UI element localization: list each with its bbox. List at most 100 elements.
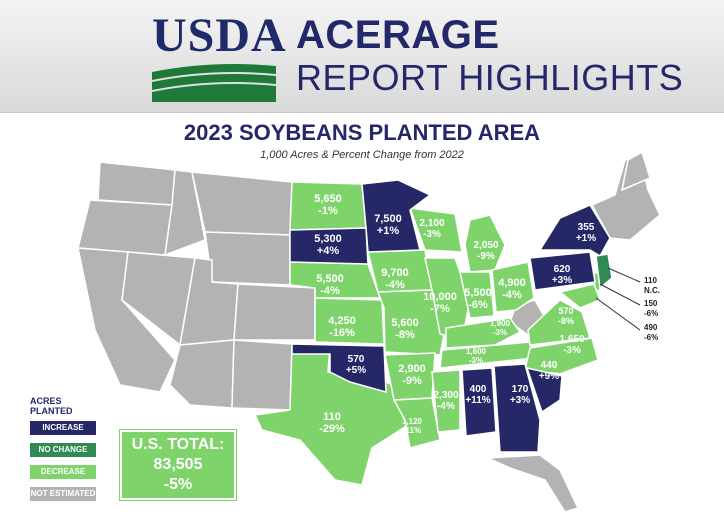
label-kansas-value: 4,250 (328, 315, 356, 327)
report-title: ACERAGE (296, 13, 500, 57)
legend-increase: INCREASE (30, 421, 96, 435)
label-iowa-value: 9,700 (381, 267, 409, 279)
label-north-carolina-value: 1,650 (559, 334, 584, 345)
state-louisiana (392, 397, 441, 449)
report-subtitle: REPORT HIGHLIGHTS (296, 57, 684, 98)
label-illinois-value: 10,000 (423, 291, 457, 303)
state-kentucky (445, 317, 522, 349)
label-south-dakota-value: 5,300 (314, 233, 342, 245)
label-texas-change: -29% (319, 423, 345, 435)
label-minnesota-change: +1% (377, 225, 400, 237)
label-south-dakota-change: +4% (317, 245, 340, 257)
increase-states (289, 179, 611, 453)
label-iowa-change: -4% (385, 279, 405, 291)
label-wisconsin-value: 2,100 (419, 218, 444, 229)
label-minnesota-value: 7,500 (374, 213, 402, 225)
label-arkansas-change: -9% (402, 375, 422, 387)
state-oregon (77, 199, 173, 256)
usda-logo: USDA (152, 9, 287, 102)
label-louisiana-change: -11% (403, 426, 421, 435)
state-kansas (314, 297, 385, 345)
label-indiana-change: -6% (468, 299, 488, 311)
legend-title: ACRES PLANTED (30, 396, 73, 416)
label-oklahoma-change: +5% (346, 365, 366, 376)
callout-md-value: 490 (644, 323, 658, 332)
state-arizona (169, 339, 235, 409)
state-south-carolina (525, 366, 563, 414)
label-mississippi-value: 2,300 (433, 390, 458, 401)
label-missouri-change: -8% (395, 329, 415, 341)
label-wisconsin-change: -3% (423, 229, 441, 240)
state-new-mexico (231, 339, 293, 411)
no-change-states (595, 253, 613, 290)
label-texas-value: 110 (323, 411, 341, 423)
state-south-dakota (289, 227, 369, 265)
state-alabama (461, 367, 497, 437)
state-labels: 5,650-1%7,500+1%5,300+4%2,100-3%2,050-9%… (314, 193, 596, 435)
label-north-carolina-change: -3% (563, 345, 581, 356)
state-oklahoma (291, 343, 387, 393)
label-louisiana-value: 1,120 (402, 417, 423, 426)
callout-de-value: 150 (644, 299, 658, 308)
map-title: 2023 SOYBEANS PLANTED AREA (183, 120, 541, 145)
label-pennsylvania-change: +3% (552, 275, 572, 286)
legend: ACRES PLANTED INCREASE NO CHANGE DECREAS… (30, 396, 96, 509)
label-kentucky-change: -3% (493, 328, 507, 337)
label-virginia-change: -8% (558, 316, 574, 326)
label-georgia-value: 170 (512, 384, 529, 395)
callout-labels: 110 N.C. 150 -6% 490 -6% (644, 276, 660, 342)
state-idaho (164, 169, 206, 257)
us-total-box: U.S. TOTAL: 83,505 -5% (120, 430, 236, 500)
us-total-value: 83,505 (153, 456, 203, 473)
callout-nj-change: N.C. (644, 286, 660, 295)
label-michigan-value: 2,050 (473, 240, 498, 251)
label-new-york-change: +1% (576, 233, 596, 244)
label-michigan-change: -9% (477, 251, 495, 262)
label-arkansas-value: 2,900 (398, 363, 426, 375)
label-missouri-value: 5,600 (391, 317, 419, 329)
callout-de-change: -6% (644, 309, 658, 318)
us-total-change: -5% (163, 476, 193, 493)
label-kentucky-value: 1,900 (490, 319, 511, 328)
label-south-carolina-value: 440 (541, 360, 558, 371)
label-oklahoma-value: 570 (348, 354, 365, 365)
state-maine (620, 150, 651, 192)
label-north-dakota-change: -1% (318, 205, 338, 217)
state-georgia (493, 363, 541, 453)
label-tennessee-change: -3% (469, 356, 483, 365)
state-washington (97, 161, 176, 206)
label-south-carolina-change: +9% (539, 371, 559, 382)
label-pennsylvania-value: 620 (554, 264, 571, 275)
usda-fields-icon (152, 64, 276, 102)
state-wyoming (204, 231, 291, 286)
callout-md-change: -6% (644, 333, 658, 342)
label-alabama-change: +11% (465, 395, 490, 406)
map-subtitle: 1,000 Acres & Percent Change from 2022 (260, 149, 464, 161)
state-virginia (527, 299, 591, 346)
state-wisconsin (408, 207, 463, 253)
label-mississippi-change: -4% (437, 401, 455, 412)
label-virginia-value: 570 (558, 306, 573, 316)
callout-nj-value: 110 (644, 276, 657, 285)
label-new-york-value: 355 (578, 222, 595, 233)
state-maryland (558, 283, 601, 309)
legend-decrease: DECREASE (30, 465, 96, 479)
label-indiana-value: 5,500 (464, 287, 492, 299)
not-estimated-states (77, 150, 661, 513)
callout-lines (595, 267, 641, 331)
label-illinois-change: -7% (430, 303, 450, 315)
state-pennsylvania (529, 251, 596, 291)
label-alabama-value: 400 (470, 384, 487, 395)
legend-not-estimated: NOT ESTIMATED (30, 487, 96, 501)
legend-no-change: NO CHANGE (30, 443, 96, 457)
usda-logo-text: USDA (152, 9, 287, 62)
state-montana (191, 171, 293, 236)
state-indiana (459, 271, 495, 319)
label-north-dakota-value: 5,650 (314, 193, 342, 205)
label-ohio-value: 4,900 (498, 277, 526, 289)
state-new-jersey (595, 253, 613, 290)
state-mississippi (431, 369, 461, 433)
label-kansas-change: -16% (329, 327, 355, 339)
label-tennessee-value: 1,600 (466, 347, 487, 356)
